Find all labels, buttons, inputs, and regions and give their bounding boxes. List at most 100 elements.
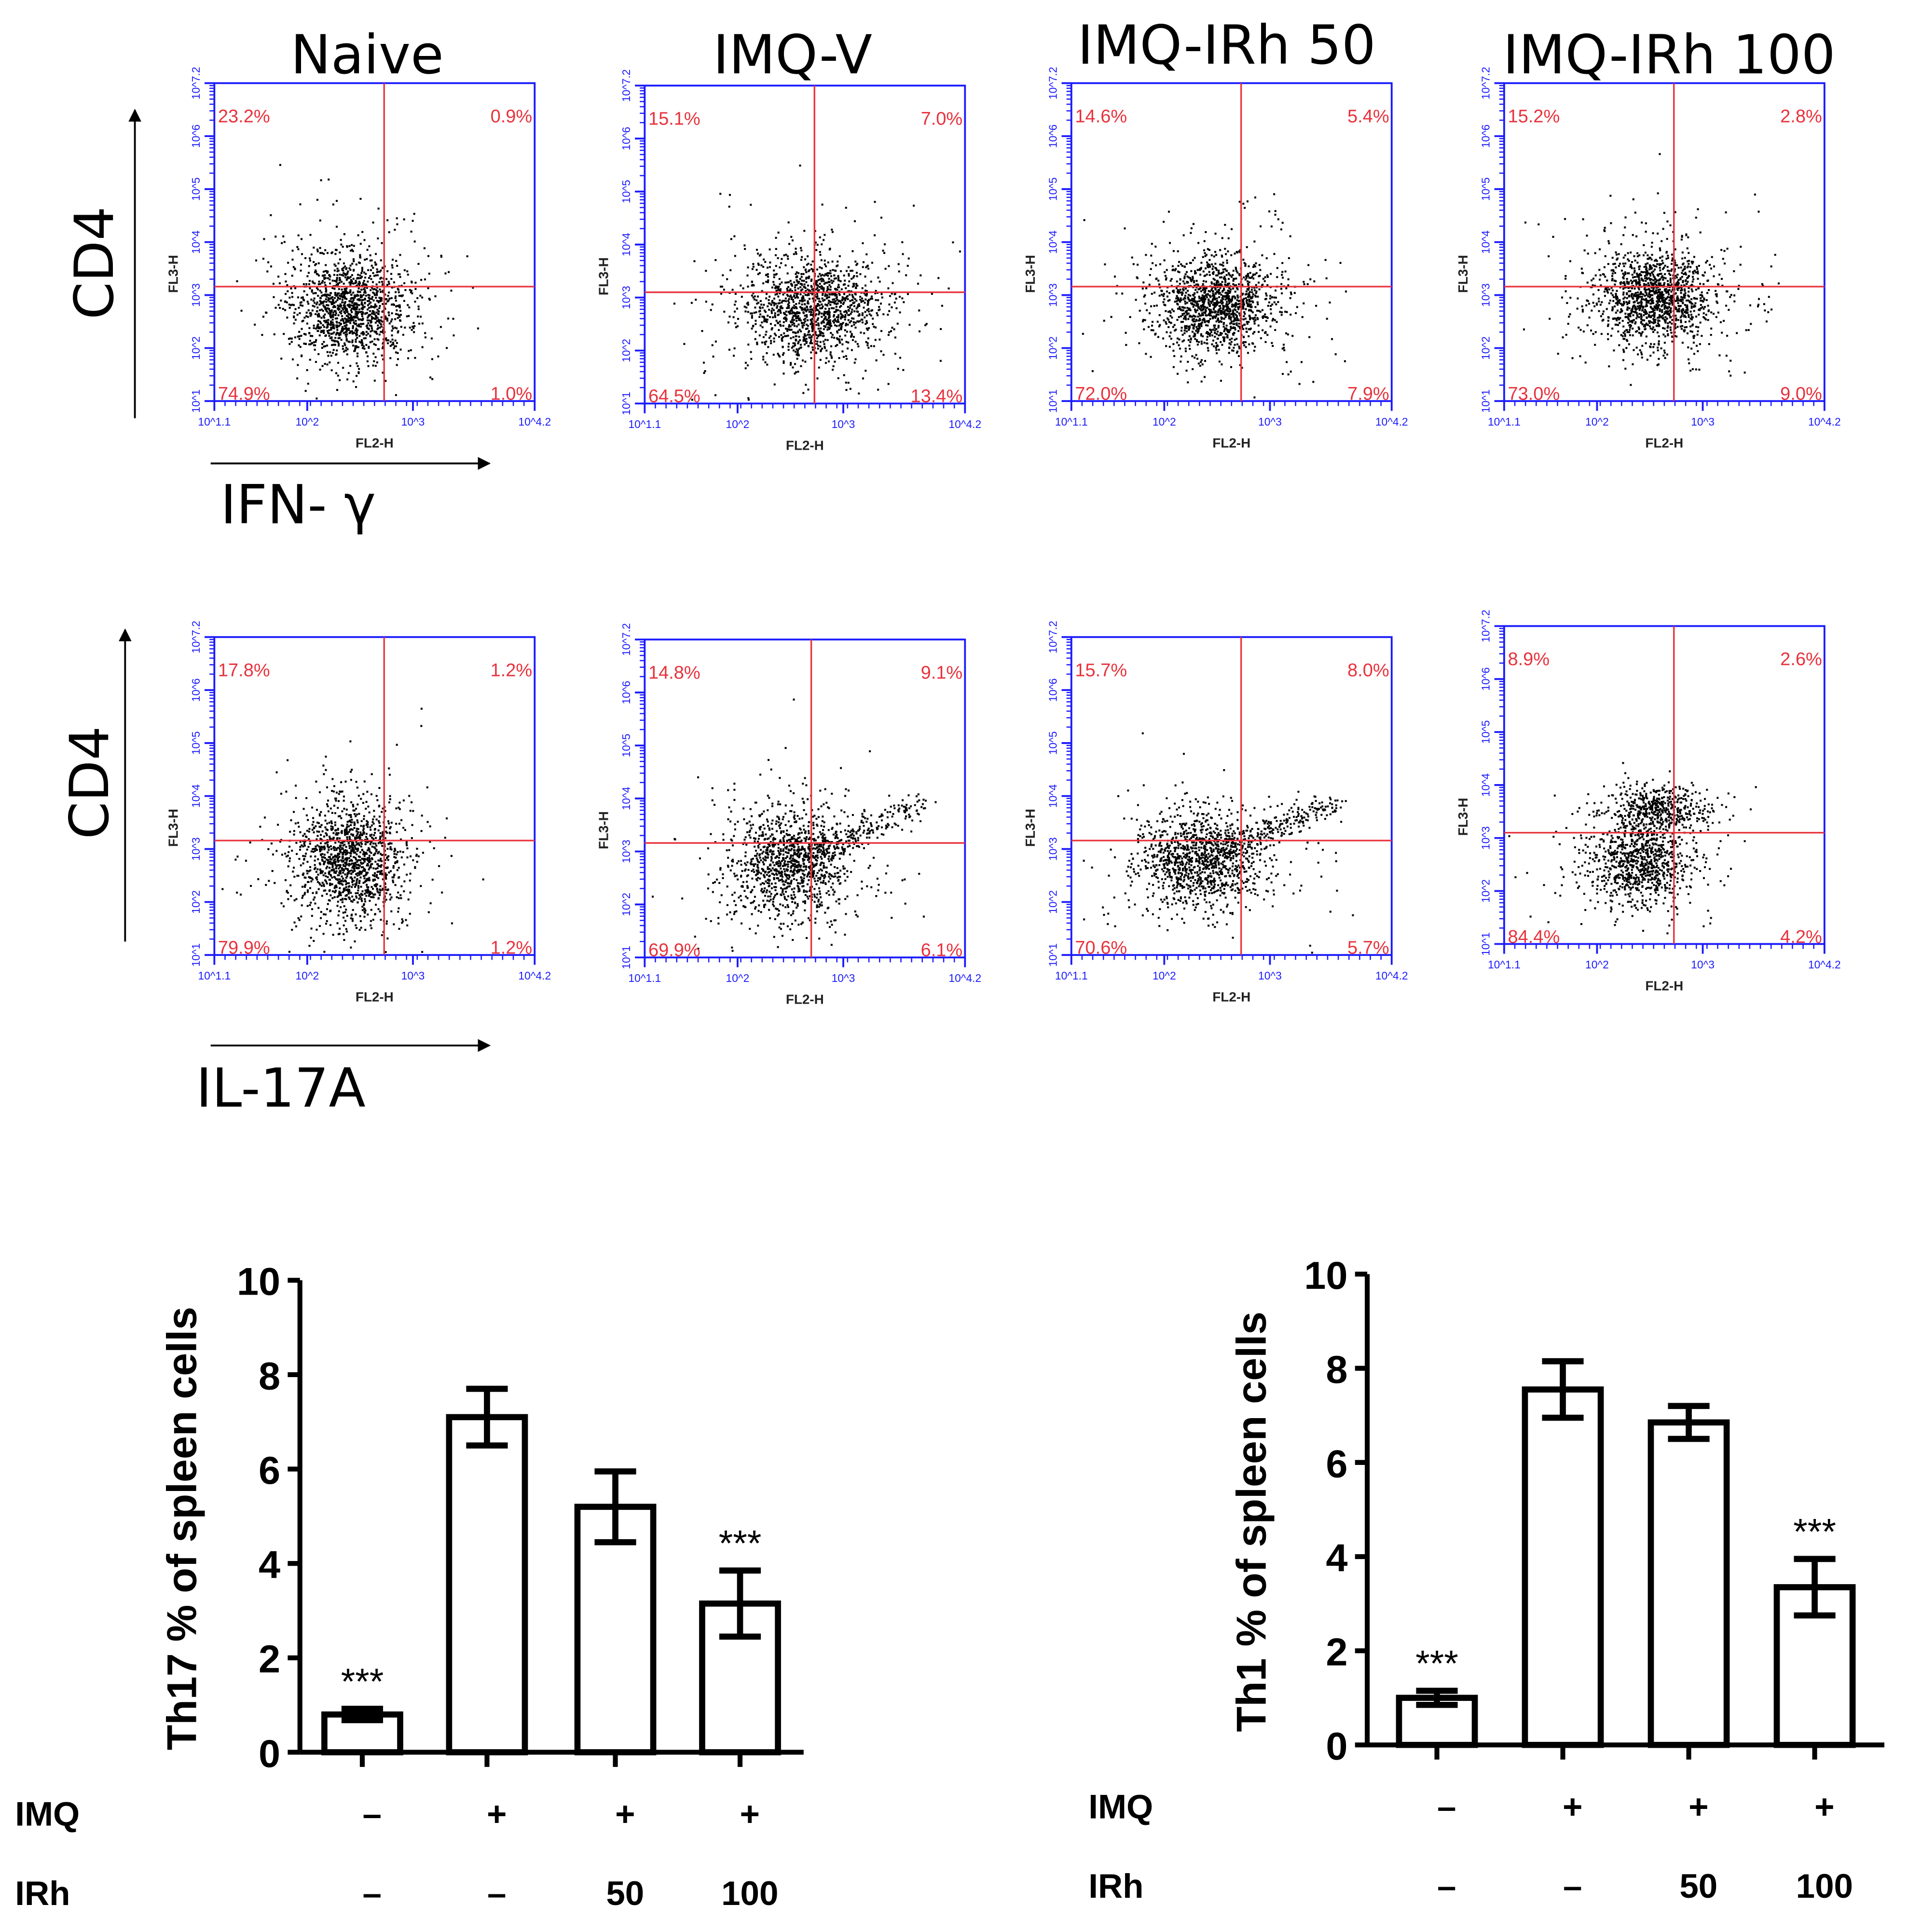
event-dot (1223, 338, 1225, 341)
event-dot (1251, 311, 1254, 314)
event-dot (815, 288, 818, 290)
event-dot (1187, 290, 1189, 292)
event-dot (847, 319, 850, 321)
event-dot (304, 333, 307, 336)
event-dot (1196, 300, 1199, 303)
event-dot (798, 280, 800, 283)
event-dot (345, 339, 348, 342)
event-dot (839, 306, 841, 308)
event-dot (390, 278, 393, 280)
event-dot (321, 280, 324, 282)
event-dot (385, 278, 388, 280)
event-dot (905, 274, 907, 276)
event-dot (342, 275, 344, 277)
event-dot (835, 289, 837, 291)
event-dot (1194, 289, 1197, 291)
event-dot (1215, 284, 1217, 286)
event-dot (794, 325, 796, 327)
plot-frame (213, 82, 536, 402)
event-dot (354, 315, 357, 317)
event-dot (750, 312, 752, 315)
event-dot (762, 356, 765, 358)
event-dot (839, 323, 842, 325)
event-dot (1620, 303, 1622, 305)
event-dot (1228, 273, 1230, 276)
event-dot (799, 339, 801, 342)
event-dot (1747, 329, 1750, 331)
event-dot (811, 314, 813, 316)
event-dot (1287, 278, 1290, 280)
event-dot (776, 305, 779, 307)
event-dot (366, 287, 368, 289)
event-dot (1213, 294, 1216, 297)
event-dot (396, 309, 398, 312)
event-dot (351, 341, 354, 344)
event-dot (363, 288, 365, 290)
event-dot (1180, 360, 1182, 363)
event-dot (1168, 292, 1171, 294)
event-dot (1141, 288, 1144, 290)
event-dot (774, 293, 777, 296)
event-dot (360, 272, 363, 274)
x-tick-label: 10^3 (1691, 415, 1715, 428)
event-dot (799, 247, 802, 249)
event-dot (788, 304, 790, 307)
event-dot (1634, 311, 1636, 314)
event-dot (364, 276, 367, 279)
event-dot (381, 320, 384, 323)
event-dot (316, 248, 318, 251)
event-dot (1214, 297, 1216, 300)
event-dot (376, 320, 378, 322)
event-dot (820, 349, 822, 351)
event-dot (396, 364, 398, 366)
event-dot (380, 325, 383, 328)
event-dot (1171, 317, 1173, 319)
event-dot (1220, 333, 1222, 336)
event-dot (1640, 320, 1643, 323)
event-dot (1232, 279, 1235, 282)
event-dot (324, 307, 327, 310)
event-dot (329, 314, 332, 316)
event-dot (863, 306, 865, 309)
event-dot (376, 274, 379, 276)
event-dot (291, 249, 294, 252)
event-dot (871, 262, 873, 264)
y-tick-label: 10^2 (1479, 336, 1492, 360)
event-dot (450, 290, 453, 292)
event-dot (821, 280, 823, 282)
event-dot (375, 297, 377, 299)
event-dot (769, 295, 771, 298)
event-dot (1227, 283, 1229, 285)
event-dot (297, 364, 299, 366)
event-dot (1223, 330, 1225, 332)
event-dot (702, 361, 705, 364)
event-dot (817, 275, 820, 278)
event-dot (823, 343, 825, 345)
event-dot (374, 305, 376, 307)
event-dot (327, 355, 329, 357)
x-axis-label: FL2-H (1645, 436, 1683, 451)
event-dot (765, 297, 768, 300)
event-dot (1244, 278, 1247, 281)
event-dot (341, 301, 343, 304)
event-dot (1217, 311, 1219, 314)
event-dot (714, 394, 717, 397)
event-dot (774, 314, 776, 317)
event-dot (356, 314, 358, 317)
event-dot (803, 230, 806, 232)
event-dot (758, 254, 761, 257)
event-dot (747, 285, 749, 288)
event-dot (827, 302, 830, 304)
event-dot (1222, 307, 1224, 309)
event-dot (1191, 323, 1193, 326)
event-dot (710, 309, 712, 311)
event-dot (1238, 201, 1241, 203)
event-dot (1221, 297, 1223, 299)
event-dot (396, 264, 398, 267)
event-dot (361, 270, 363, 272)
event-dot (1592, 302, 1594, 304)
event-dot (902, 253, 904, 255)
event-dot (1190, 227, 1193, 230)
event-dot (754, 295, 756, 298)
event-dot (1228, 282, 1230, 285)
